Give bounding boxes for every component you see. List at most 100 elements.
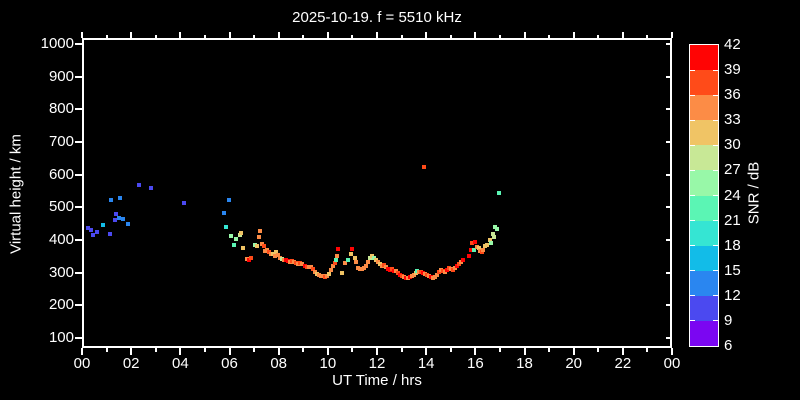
x-axis-tick-top	[548, 35, 551, 38]
y-axis-tick-right	[666, 304, 672, 307]
colorbar-segment	[690, 170, 718, 196]
data-point	[468, 248, 473, 253]
colorbar-tick-label: 42	[724, 36, 741, 53]
data-point	[137, 183, 142, 188]
data-point	[91, 233, 96, 238]
colorbar-tick-label: 33	[724, 111, 741, 129]
colorbar-segment	[690, 120, 718, 146]
x-axis-tick	[351, 348, 354, 352]
x-axis-tick-top	[449, 35, 452, 38]
x-axis-tick-label: 00	[73, 355, 91, 372]
chart-title: 2025-10-19. f = 5510 kHz	[292, 9, 462, 26]
x-axis-tick-top	[597, 35, 600, 38]
data-point	[118, 195, 123, 200]
x-axis-tick	[572, 348, 575, 355]
colorbar-tick	[690, 144, 695, 146]
colorbar-tick-label: 27	[724, 161, 741, 179]
x-axis-tick	[621, 348, 624, 355]
data-point	[411, 272, 416, 277]
colorbar-segment	[690, 145, 718, 171]
data-point	[327, 271, 332, 276]
data-point	[365, 259, 370, 264]
data-point	[222, 210, 227, 215]
data-point	[434, 272, 439, 277]
x-axis-tick	[179, 348, 182, 355]
data-point	[381, 262, 386, 267]
x-axis-tick	[523, 348, 526, 355]
data-point	[112, 218, 117, 223]
data-point	[480, 248, 485, 253]
y-axis-tick-right	[666, 337, 672, 339]
data-point	[125, 221, 130, 226]
data-point	[482, 243, 487, 248]
colorbar-tick	[713, 69, 718, 71]
x-axis-tick-top	[326, 32, 329, 38]
x-axis-tick-label: 08	[270, 355, 287, 372]
x-axis-tick-label: 02	[122, 355, 140, 372]
x-axis-tick	[326, 348, 329, 355]
y-axis-tick-label: 100	[48, 329, 74, 346]
x-axis-tick-label: 06	[221, 355, 238, 372]
data-point	[472, 248, 477, 253]
data-point	[454, 264, 459, 269]
colorbar-tick	[690, 169, 695, 171]
y-axis-tick-right	[666, 206, 672, 209]
colorbar-tick	[713, 169, 718, 171]
colorbar-tick-label: 12	[724, 286, 741, 304]
data-point	[149, 186, 154, 191]
data-point	[456, 261, 461, 266]
x-axis-tick	[302, 348, 305, 352]
data-point	[335, 247, 340, 252]
x-axis-tick-top	[351, 35, 354, 38]
data-point	[477, 245, 482, 250]
data-point	[461, 257, 466, 262]
x-axis-tick-label: 10	[319, 355, 337, 372]
data-point	[473, 239, 478, 244]
data-point	[311, 266, 316, 271]
data-point	[491, 232, 496, 237]
y-axis-tick	[75, 173, 82, 176]
y-axis-tick	[75, 304, 82, 307]
y-axis-tick-label: 800	[48, 100, 74, 118]
x-axis-tick-label: 14	[417, 355, 435, 372]
y-axis-tick-label: 700	[48, 133, 74, 150]
colorbar-tick-label: 15	[724, 261, 741, 279]
colorbar-segment	[690, 70, 718, 96]
x-axis-tick-top	[671, 32, 673, 38]
colorbar-tick-label: 21	[724, 211, 741, 229]
x-axis-tick-label: 22	[614, 355, 632, 372]
data-point	[257, 229, 262, 234]
y-axis-tick-right	[666, 43, 672, 45]
y-axis-tick-right	[666, 173, 672, 176]
colorbar-segment	[690, 45, 718, 71]
data-point	[228, 234, 233, 239]
x-axis-tick-top	[179, 32, 182, 38]
data-point	[224, 224, 229, 229]
y-axis-tick	[75, 75, 82, 78]
x-axis-tick	[376, 348, 378, 355]
data-point	[227, 198, 231, 203]
x-axis-tick	[277, 348, 280, 355]
colorbar-tick-label: 30	[724, 136, 741, 154]
x-axis-tick	[203, 348, 206, 352]
data-point	[308, 264, 313, 269]
data-point	[485, 242, 490, 247]
data-point	[289, 258, 294, 263]
data-point	[466, 254, 471, 258]
colorbar-tick	[690, 270, 695, 272]
colorbar-tick	[690, 119, 695, 121]
data-point	[348, 252, 353, 257]
x-axis-tick-top	[425, 32, 428, 38]
x-axis-tick-label: 20	[565, 355, 582, 372]
y-axis-tick-right	[666, 239, 672, 241]
colorbar-tick	[713, 220, 718, 222]
x-axis-tick-top	[621, 32, 624, 38]
colorbar-tick	[690, 220, 695, 222]
x-axis-tick	[498, 348, 501, 352]
y-axis-tick-label: 400	[48, 231, 74, 248]
colorbar-segment	[690, 195, 718, 221]
data-point	[332, 260, 337, 265]
colorbar-tick	[713, 245, 718, 247]
data-point	[349, 247, 354, 252]
x-axis-tick	[81, 348, 83, 355]
